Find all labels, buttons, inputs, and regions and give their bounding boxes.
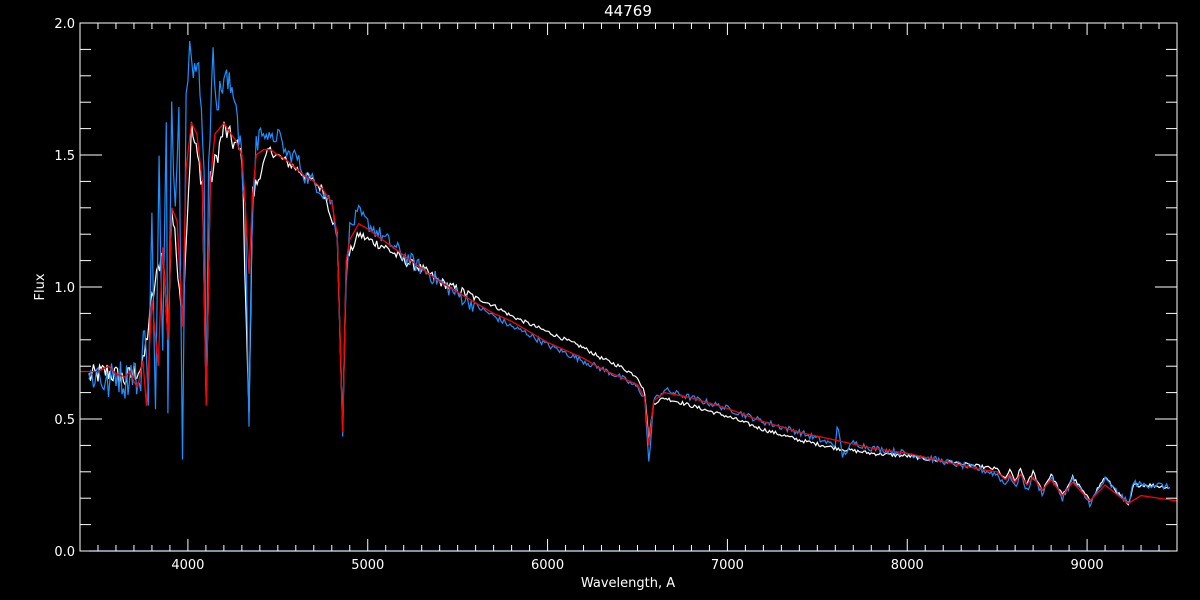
chart-title: 44769 [604,2,652,20]
x-axis-label: Wavelength, A [581,576,675,591]
x-tick-label: 6000 [531,558,564,573]
y-tick-label: 1.0 [54,281,75,296]
x-tick-label: 8000 [891,558,924,573]
series-line-1 [88,40,1171,509]
y-tick-label: 2.0 [54,17,75,32]
y-tick-label: 0.5 [54,413,75,428]
x-tick-label: 7000 [711,558,744,573]
x-tick-label: 4000 [171,558,204,573]
x-tick-label: 9000 [1071,558,1104,573]
series-line-0 [88,121,1171,506]
x-tick-label: 5000 [351,558,384,573]
series-line-3 [80,121,1178,505]
axes-layer: 4000 5000 6000 7000 8000 9000 0.0 0.5 1.0 1.5 2.0 [54,17,1178,573]
y-tick-label: 0.0 [54,545,75,560]
y-axis-label: Flux [33,273,48,300]
y-tick-label: 1.5 [54,149,75,164]
